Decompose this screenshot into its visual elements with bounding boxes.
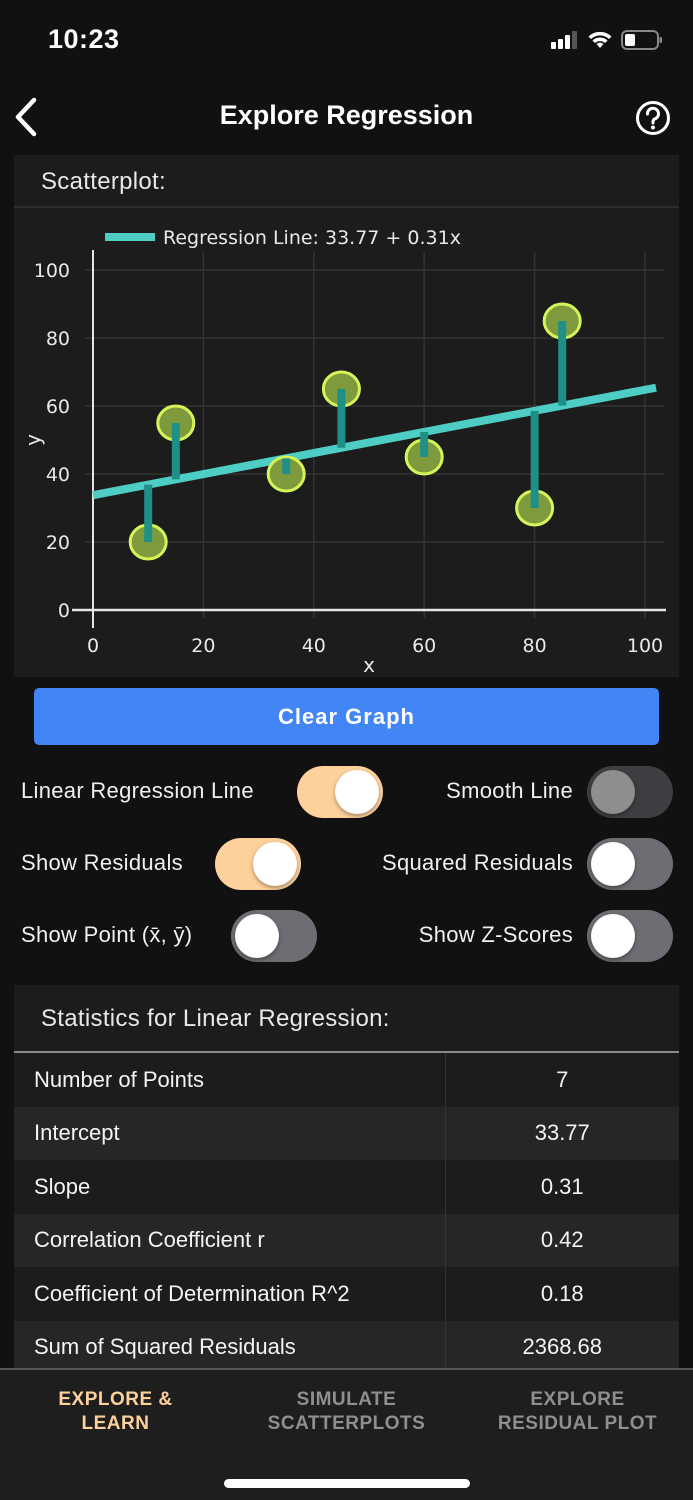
- show-mean-point-label: Show Point (x̄, ȳ): [21, 922, 193, 947]
- scatterplot-title: Scatterplot:: [14, 155, 679, 208]
- stat-label: Number of Points: [14, 1053, 446, 1107]
- status-bar: 10:23: [0, 0, 693, 80]
- y-tick-label: 60: [46, 396, 70, 418]
- tab-label-line2: SCATTERPLOTS: [267, 1413, 426, 1434]
- stat-label: Coefficient of Determination R^2: [14, 1267, 446, 1321]
- page-title: Explore Regression: [219, 100, 474, 130]
- squared-residuals-label: Squared Residuals: [382, 850, 573, 875]
- show-z-scores-label: Show Z-Scores: [418, 922, 573, 947]
- wifi-icon: [588, 31, 612, 48]
- clear-graph-button[interactable]: Clear Graph: [34, 688, 659, 745]
- y-tick-label: 0: [58, 600, 70, 622]
- statistics-card: Statistics for Linear Regression: Number…: [14, 985, 679, 1374]
- table-row: Coefficient of Determination R^2 0.18: [14, 1267, 679, 1321]
- table-row: Intercept 33.77: [14, 1106, 679, 1160]
- toggle-knob: [235, 914, 279, 958]
- show-z-scores-toggle[interactable]: [587, 910, 673, 962]
- smooth-line-label: Smooth Line: [446, 778, 573, 803]
- y-tick-label: 100: [34, 260, 70, 282]
- toggle-knob: [253, 842, 297, 886]
- stat-label: Sum of Squared Residuals: [14, 1320, 446, 1374]
- y-tick-label: 40: [46, 464, 70, 486]
- tab-label-line2: LEARN: [81, 1413, 150, 1434]
- stat-value: 0.18: [540, 1280, 584, 1306]
- table-row: Correlation Coefficient r 0.42: [14, 1213, 679, 1267]
- y-axis-label: y: [21, 434, 45, 446]
- linear-regression-line-label: Linear Regression Line: [21, 778, 254, 803]
- stat-value: 2368.68: [522, 1334, 603, 1360]
- scatterplot-card: Scatterplot: 0 20 40 60 80 100 0 20 40 60 80 100 x y R…: [14, 155, 679, 677]
- x-tick-label: 100: [627, 635, 663, 657]
- navigation-bar: Explore Regression: [0, 80, 693, 155]
- x-tick-label: 0: [87, 635, 99, 657]
- stat-label: Intercept: [14, 1106, 446, 1160]
- toggle-row-3: Show Point (x̄, ȳ) Show Z-Scores: [0, 908, 693, 964]
- stat-label: Slope: [14, 1160, 446, 1214]
- show-residuals-toggle[interactable]: [215, 838, 301, 890]
- stat-value: 0.42: [540, 1227, 584, 1253]
- x-axis-label: x: [363, 653, 375, 677]
- x-tick-label: 60: [412, 635, 436, 657]
- help-button[interactable]: [635, 100, 671, 136]
- legend-label: Regression Line: 33.77 + 0.31x: [163, 227, 461, 249]
- y-tick-label: 20: [46, 532, 70, 554]
- table-row: Sum of Squared Residuals 2368.68: [14, 1320, 679, 1374]
- stat-label: Correlation Coefficient r: [14, 1213, 446, 1267]
- battery-icon: [621, 30, 662, 50]
- toggle-row-1: Linear Regression Line Smooth Line: [0, 764, 693, 820]
- stat-value: 33.77: [534, 1120, 590, 1146]
- toggle-knob: [335, 770, 379, 814]
- stat-value: 7: [556, 1066, 569, 1092]
- tab-label-line1: EXPLORE &: [58, 1389, 173, 1410]
- tab-explore-residual-plot[interactable]: EXPLORE RESIDUAL PLOT: [462, 1388, 693, 1436]
- stat-value: 0.31: [540, 1173, 584, 1199]
- linear-regression-line-toggle[interactable]: [297, 766, 383, 818]
- toggle-row-2: Show Residuals Squared Residuals: [0, 836, 693, 892]
- x-tick-label: 40: [302, 635, 326, 657]
- status-icons: [551, 30, 663, 50]
- back-button[interactable]: [10, 94, 50, 140]
- statistics-table: Number of Points 7 Intercept 33.77 Slope…: [14, 1053, 679, 1374]
- squared-residuals-toggle[interactable]: [587, 838, 673, 890]
- toggle-knob: [591, 842, 635, 886]
- table-row: Slope 0.31: [14, 1160, 679, 1214]
- tab-label-line2: RESIDUAL PLOT: [497, 1413, 658, 1434]
- tab-simulate-scatterplots[interactable]: SIMULATE SCATTERPLOTS: [231, 1388, 462, 1436]
- x-tick-label: 80: [523, 635, 547, 657]
- bottom-tab-bar: EXPLORE & LEARN SIMULATE SCATTERPLOTS EX…: [0, 1368, 693, 1500]
- y-tick-label: 80: [46, 328, 70, 350]
- scatterplot-chart[interactable]: 0 20 40 60 80 100 0 20 40 60 80 100 x y Regression Lin…: [0, 0, 693, 700]
- smooth-line-toggle[interactable]: [587, 766, 673, 818]
- show-residuals-label: Show Residuals: [21, 850, 183, 875]
- cellular-signal-icon: [551, 31, 577, 49]
- tab-label-line1: SIMULATE: [296, 1389, 397, 1410]
- table-row: Number of Points 7: [14, 1053, 679, 1107]
- statistics-title: Statistics for Linear Regression:: [14, 985, 679, 1053]
- tab-explore-learn[interactable]: EXPLORE & LEARN: [0, 1388, 231, 1436]
- chevron-left-icon: [15, 97, 37, 137]
- show-mean-point-toggle[interactable]: [231, 910, 317, 962]
- x-tick-label: 20: [191, 635, 215, 657]
- status-time: 10:23: [48, 24, 120, 54]
- home-indicator: [224, 1479, 470, 1488]
- legend-swatch: [105, 233, 155, 241]
- toggle-knob: [591, 770, 635, 814]
- question-circle-icon: [636, 101, 670, 135]
- toggle-knob: [591, 914, 635, 958]
- tab-label-line1: EXPLORE: [530, 1389, 625, 1410]
